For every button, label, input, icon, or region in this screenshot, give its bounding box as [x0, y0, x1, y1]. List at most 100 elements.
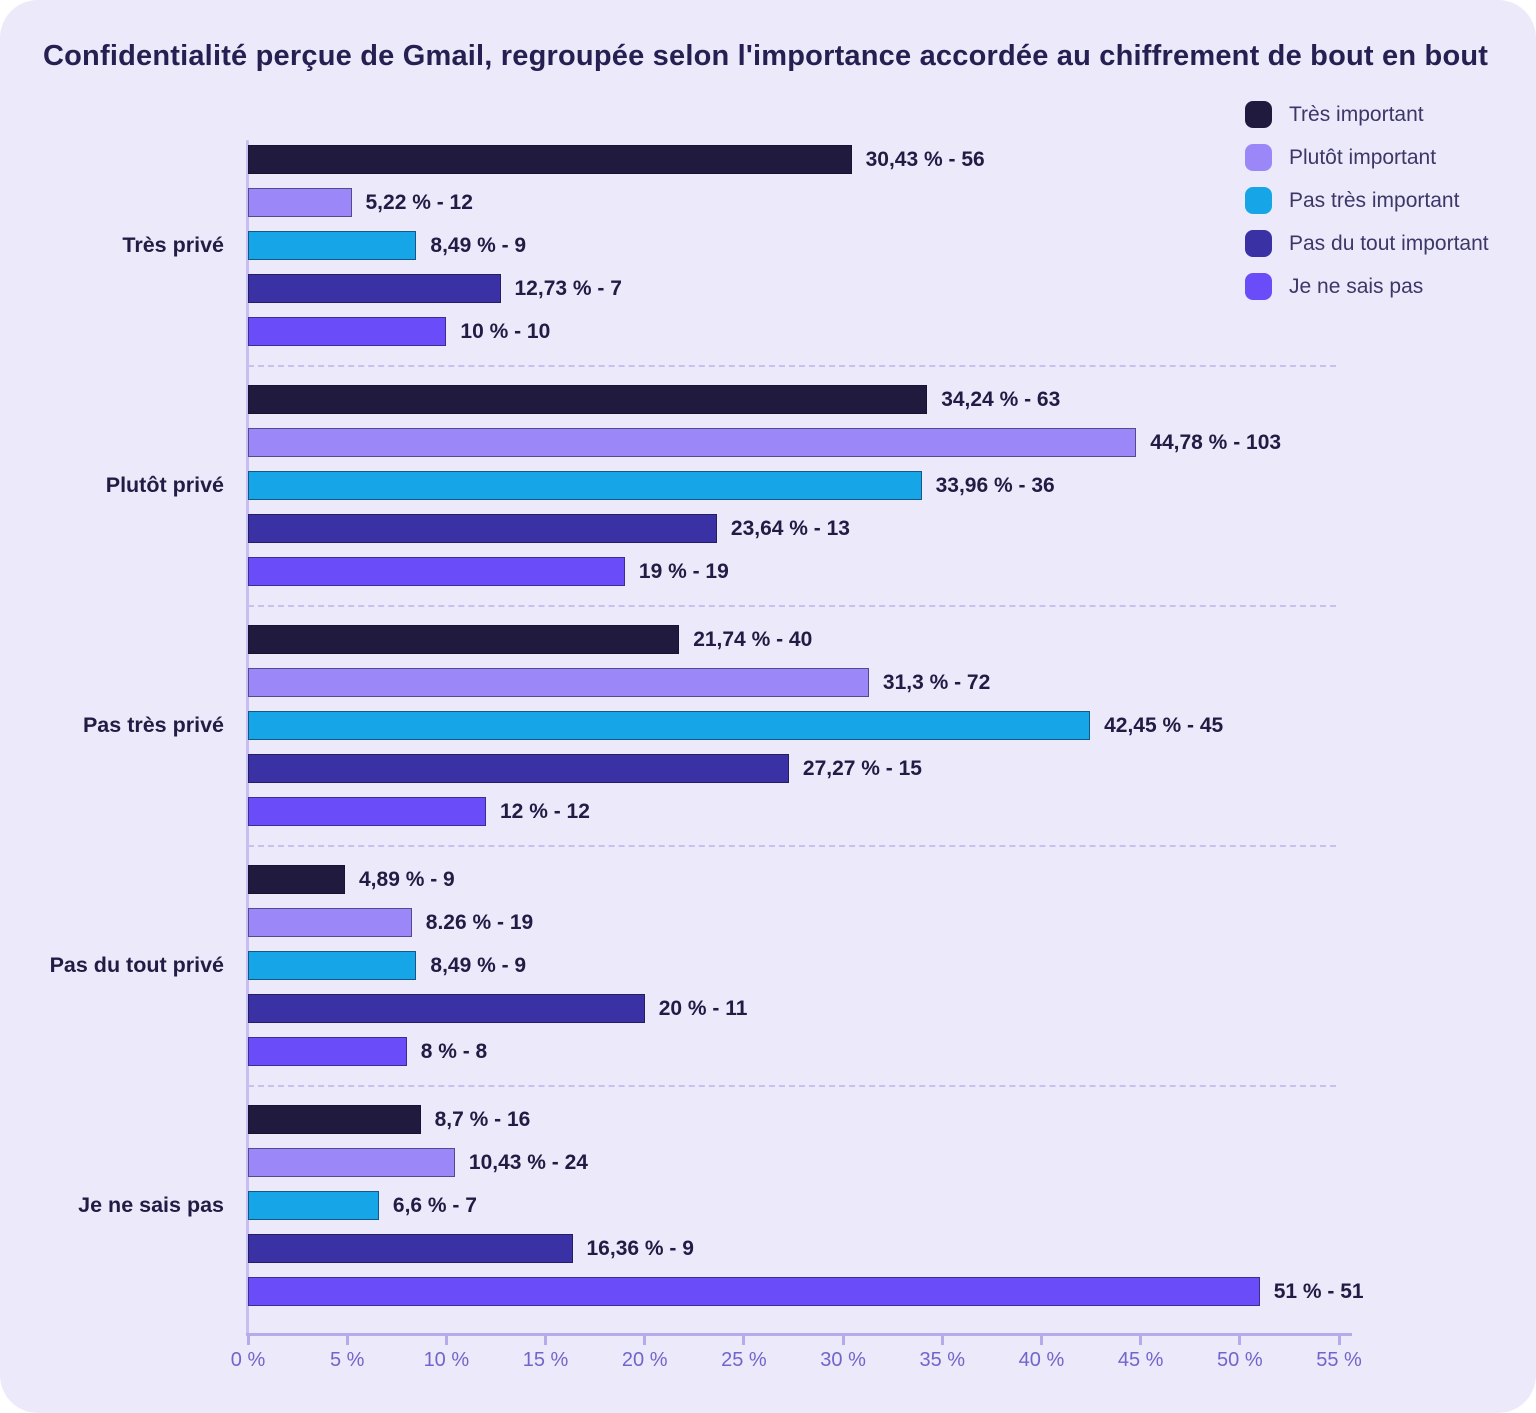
bar-value-label: 20 % - 11 — [658, 996, 748, 1020]
bar-value-label: 31,3 % - 72 — [882, 670, 991, 694]
bar-row: 44,78 % - 103 — [248, 428, 1281, 457]
legend-item-label: Je ne sais pas — [1289, 274, 1424, 298]
bar-plut-t-important — [248, 188, 352, 217]
legend-swatch-icon — [1245, 230, 1272, 257]
legend-swatch-icon — [1245, 101, 1272, 128]
legend-item-label: Très important — [1289, 102, 1424, 126]
bar-value-label: 8.26 % - 19 — [425, 910, 534, 934]
x-tick-mark — [1238, 1333, 1242, 1345]
x-tick-mark — [742, 1333, 746, 1345]
bar-value-label: 5,22 % - 12 — [365, 190, 473, 214]
legend-item-3: Pas très important — [1245, 187, 1489, 214]
group-separator — [248, 845, 1336, 847]
bar-row: 8,7 % - 16 — [248, 1105, 530, 1134]
bar-row: 12 % - 12 — [248, 797, 590, 826]
bar-je-ne-sais-pas — [248, 557, 625, 586]
bar-row: 10,43 % - 24 — [248, 1148, 588, 1177]
bar-value-label: 42,45 % - 45 — [1104, 713, 1224, 737]
x-tick-label: 30 % — [820, 1349, 866, 1371]
x-tick-label: 0 % — [230, 1349, 266, 1371]
bar-pas-du-tout-important — [248, 994, 645, 1023]
bar-row: 8,49 % - 9 — [248, 231, 526, 260]
bar-pas-du-tout-important — [248, 754, 789, 783]
bar-value-label: 8,49 % - 9 — [430, 233, 527, 257]
legend-item-2: Plutôt important — [1245, 144, 1489, 171]
bar-tr-s-important — [248, 145, 852, 174]
category-label: Très privé — [122, 233, 224, 257]
bar-value-label: 44,78 % - 103 — [1150, 430, 1282, 454]
bar-pas-du-tout-important — [248, 274, 501, 303]
y-axis-line — [246, 140, 249, 1335]
bar-value-label: 34,24 % - 63 — [941, 387, 1061, 411]
bar-group-3: Pas très privé 21,74 % - 40 31,3 % - 72 42,… — [83, 625, 1339, 865]
legend-item-label: Plutôt important — [1289, 145, 1437, 169]
bar-value-label: 10 % - 10 — [460, 319, 551, 343]
x-tick-label: 15 % — [522, 1349, 569, 1371]
bar-pas-du-tout-important — [248, 1234, 573, 1263]
bar-value-label: 33,96 % - 36 — [935, 473, 1055, 497]
bar-plut-t-important — [248, 1148, 455, 1177]
x-tick-mark — [345, 1333, 349, 1345]
bar-tr-s-important — [248, 625, 680, 654]
bar-pas-tr-s-important — [248, 471, 922, 500]
legend-swatch-icon — [1245, 144, 1272, 171]
bar-row: 51 % - 51 — [248, 1277, 1364, 1306]
bar-plut-t-important — [248, 668, 869, 697]
bar-row: 8 % - 8 — [248, 1037, 487, 1066]
x-tick-label: 40 % — [1018, 1349, 1065, 1371]
bar-value-label: 21,74 % - 40 — [693, 627, 813, 651]
x-tick-label: 25 % — [721, 1349, 767, 1371]
bar-row: 8.26 % - 19 — [248, 908, 533, 937]
category-label: Pas très privé — [82, 713, 224, 737]
plot-area: Très privé 30,43 % - 56 5,22 % - 12 8,49 % … — [50, 145, 1364, 1345]
bar-pas-du-tout-important — [248, 514, 717, 543]
x-tick-label: 55 % — [1316, 1349, 1362, 1371]
bar-pas-tr-s-important — [248, 1191, 379, 1220]
bar-value-label: 12 % - 12 — [500, 799, 590, 823]
bar-value-label: 8 % - 8 — [420, 1039, 488, 1063]
bar-group-4: Pas du tout privé 4,89 % - 9 8.26 % - 19 8,… — [50, 865, 1339, 1105]
bar-row: 30,43 % - 56 — [248, 145, 985, 174]
chart-title: Confidentialité perçue de Gmail, regroup… — [43, 40, 1489, 72]
x-tick-mark — [246, 1333, 250, 1345]
bar-group-5: Je ne sais pas 8,7 % - 16 10,43 % - 24 6,6 … — [78, 1105, 1364, 1345]
bar-row: 12,73 % - 7 — [248, 274, 622, 303]
bar-je-ne-sais-pas — [248, 1037, 407, 1066]
x-tick-mark — [1337, 1333, 1341, 1345]
bar-pas-tr-s-important — [248, 711, 1091, 740]
category-label: Pas du tout privé — [49, 953, 224, 977]
group-separator — [248, 605, 1336, 607]
bar-value-label: 19 % - 19 — [638, 559, 729, 583]
bar-je-ne-sais-pas — [248, 797, 486, 826]
bar-plut-t-important — [248, 908, 412, 937]
bar-value-label: 8,49 % - 9 — [430, 953, 527, 977]
bar-row: 34,24 % - 63 — [248, 385, 1060, 414]
bar-row: 19 % - 19 — [248, 557, 729, 586]
category-label: Je ne sais pas — [78, 1193, 224, 1217]
bar-row: 33,96 % - 36 — [248, 471, 1055, 500]
bar-group-2: Plutôt privé 34,24 % - 63 44,78 % - 103 33,… — [106, 385, 1339, 625]
bar-row: 27,27 % - 15 — [248, 754, 922, 783]
bar-value-label: 8,7 % - 16 — [434, 1107, 531, 1131]
x-tick-label: 35 % — [919, 1349, 966, 1371]
bar-value-label: 16,36 % - 9 — [586, 1236, 694, 1260]
bar-value-label: 4,89 % - 9 — [359, 867, 455, 891]
bar-row: 21,74 % - 40 — [248, 625, 812, 654]
bar-row: 6,6 % - 7 — [248, 1191, 477, 1220]
bar-pas-tr-s-important — [248, 951, 417, 980]
bar-value-label: 12,73 % - 7 — [514, 276, 622, 300]
legend-item-label: Pas du tout important — [1289, 231, 1489, 255]
x-tick-mark — [940, 1333, 944, 1345]
bar-row: 10 % - 10 — [248, 317, 550, 346]
legend-item-1: Très important — [1245, 101, 1489, 128]
bar-row: 5,22 % - 12 — [248, 188, 473, 217]
x-tick-label: 50 % — [1217, 1349, 1263, 1371]
x-tick-mark — [1139, 1333, 1143, 1345]
x-tick-mark — [544, 1333, 548, 1345]
legend-item-label: Pas très important — [1289, 188, 1460, 212]
x-tick-mark — [643, 1333, 647, 1345]
bar-value-label: 27,27 % - 15 — [802, 756, 922, 780]
bar-row: 8,49 % - 9 — [248, 951, 526, 980]
category-label: Plutôt privé — [105, 473, 224, 497]
bar-plut-t-important — [248, 428, 1137, 457]
